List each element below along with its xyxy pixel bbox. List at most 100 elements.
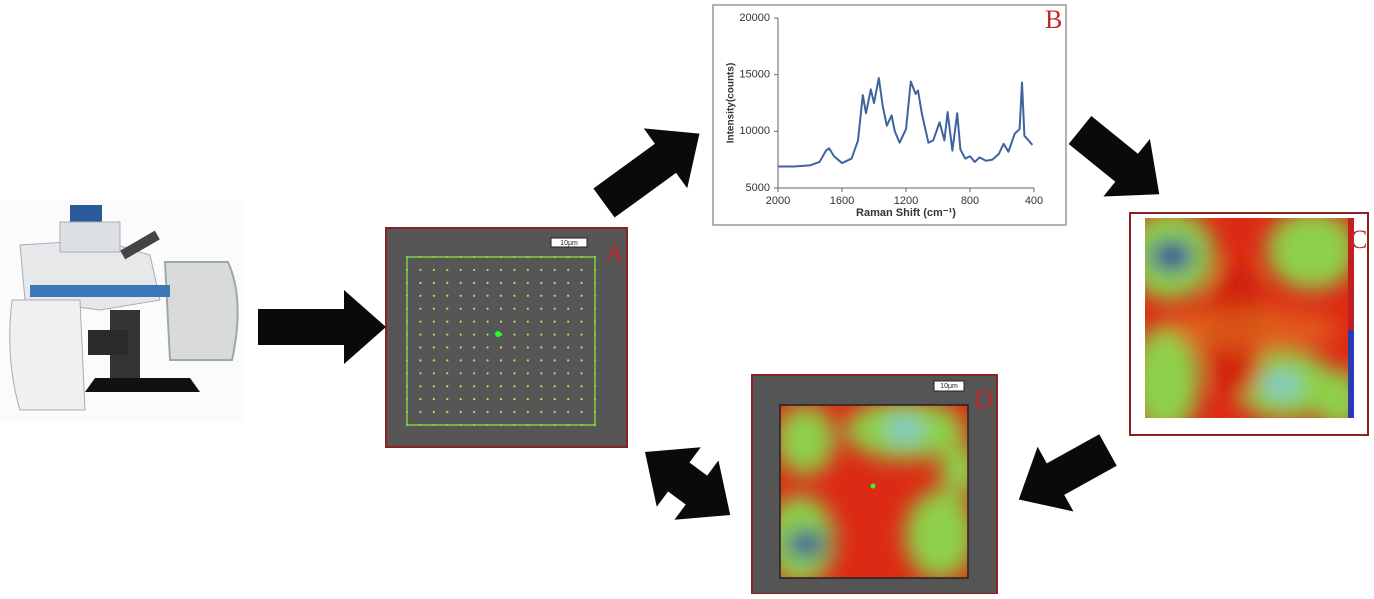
grid-dot — [554, 372, 556, 374]
grid-dot — [446, 308, 448, 310]
grid-dot — [473, 346, 475, 348]
grid-dot — [433, 346, 435, 348]
grid-dot — [446, 411, 448, 413]
grid-dot — [540, 359, 542, 361]
microscope — [0, 200, 245, 422]
grid-dot — [460, 359, 462, 361]
panel-b: B Raman Shift (cm⁻¹) Intensity(counts) 2… — [713, 5, 1066, 225]
grid-dot — [433, 411, 435, 413]
grid-dot — [580, 398, 582, 400]
grid-dot — [580, 372, 582, 374]
grid-dot — [500, 385, 502, 387]
grid-dot — [554, 398, 556, 400]
grid-dot — [500, 411, 502, 413]
grid-dot — [554, 385, 556, 387]
x-tick-label: 1600 — [830, 195, 854, 207]
grid-dot — [500, 346, 502, 348]
grid-dot — [446, 359, 448, 361]
grid-dot — [473, 308, 475, 310]
grid-dot — [567, 308, 569, 310]
grid-dot — [513, 359, 515, 361]
grid-dot — [446, 346, 448, 348]
scale-bar: 10µm — [940, 383, 958, 390]
grid-dot — [527, 269, 529, 271]
grid-dot — [419, 346, 421, 348]
grid-dot — [567, 346, 569, 348]
grid-dot — [540, 269, 542, 271]
grid-dot — [554, 269, 556, 271]
panel-a: 10µm A — [386, 228, 627, 447]
grid-dot — [554, 282, 556, 284]
grid-dot — [540, 346, 542, 348]
grid-dot — [433, 359, 435, 361]
grid-dot — [446, 295, 448, 297]
grid-dot — [419, 269, 421, 271]
grid-dot — [580, 346, 582, 348]
y-tick-label: 20000 — [739, 12, 770, 24]
grid-dot — [580, 282, 582, 284]
grid-dot — [433, 295, 435, 297]
grid-dot — [580, 411, 582, 413]
grid-dot — [460, 385, 462, 387]
arrow — [582, 104, 721, 233]
grid-dot — [580, 385, 582, 387]
grid-dot — [527, 333, 529, 335]
grid-dot — [473, 372, 475, 374]
grid-dot — [580, 308, 582, 310]
arrow — [1057, 101, 1183, 223]
grid-dot — [554, 295, 556, 297]
grid-dot — [513, 333, 515, 335]
y-tick-label: 5000 — [746, 182, 770, 194]
grid-dot — [486, 295, 488, 297]
grid-dot — [500, 282, 502, 284]
grid-dot — [419, 282, 421, 284]
x-axis-label: Raman Shift (cm⁻¹) — [856, 207, 956, 219]
grid-dot — [473, 385, 475, 387]
grid-dot — [486, 372, 488, 374]
panel-label: B — [1045, 5, 1062, 34]
grid-dot — [433, 385, 435, 387]
grid-dot — [580, 359, 582, 361]
grid-dot — [567, 385, 569, 387]
grid-dot — [419, 321, 421, 323]
grid-dot — [527, 295, 529, 297]
grid-dot — [500, 372, 502, 374]
grid-dot — [473, 359, 475, 361]
grid-dot — [540, 282, 542, 284]
grid-dot — [486, 385, 488, 387]
grid-dot — [433, 333, 435, 335]
grid-dot — [580, 295, 582, 297]
grid-dot — [473, 282, 475, 284]
grid-dot — [433, 372, 435, 374]
grid-dot — [527, 372, 529, 374]
grid-dot — [460, 411, 462, 413]
grid-dot — [460, 295, 462, 297]
grid-dot — [460, 282, 462, 284]
grid-dot — [433, 398, 435, 400]
grid-dot — [567, 398, 569, 400]
grid-dot — [433, 282, 435, 284]
grid-dot — [419, 411, 421, 413]
y-axis-label: Intensity(counts) — [726, 63, 737, 144]
grid-dot — [540, 411, 542, 413]
grid-dot — [513, 295, 515, 297]
grid-dot — [486, 333, 488, 335]
grid-dot — [500, 295, 502, 297]
grid-dot — [580, 333, 582, 335]
grid-dot — [433, 269, 435, 271]
grid-dot — [554, 346, 556, 348]
panel-label: C — [1350, 225, 1367, 254]
grid-dot — [513, 398, 515, 400]
grid-dot — [580, 321, 582, 323]
grid-dot — [554, 321, 556, 323]
grid-dot — [527, 411, 529, 413]
arrow — [1001, 418, 1126, 532]
grid-dot — [540, 333, 542, 335]
grid-dot — [419, 359, 421, 361]
x-tick-label: 2000 — [766, 195, 790, 207]
grid-dot — [513, 411, 515, 413]
grid-dot — [460, 346, 462, 348]
grid-dot — [567, 411, 569, 413]
grid-dot — [419, 385, 421, 387]
grid-dot — [500, 308, 502, 310]
